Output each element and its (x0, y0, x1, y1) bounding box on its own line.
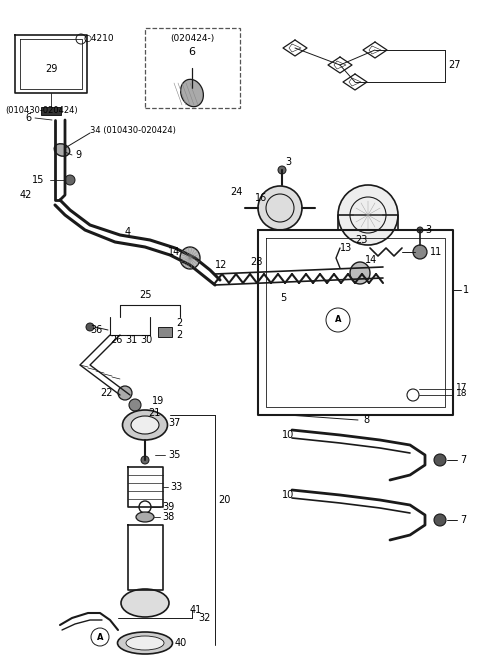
Text: (010430-020424): (010430-020424) (5, 106, 78, 115)
Text: 31: 31 (125, 335, 137, 345)
Text: 22: 22 (100, 388, 112, 398)
Circle shape (338, 185, 398, 245)
Circle shape (417, 227, 423, 233)
Text: 29: 29 (45, 64, 57, 74)
Text: 30: 30 (140, 335, 152, 345)
Text: A: A (335, 316, 341, 325)
Text: 1: 1 (463, 285, 469, 295)
Text: 10: 10 (282, 490, 294, 500)
Text: 28: 28 (250, 257, 263, 267)
Circle shape (129, 399, 141, 411)
Text: 40: 40 (175, 638, 187, 648)
Text: 9: 9 (75, 150, 81, 160)
Ellipse shape (121, 589, 169, 617)
Circle shape (65, 175, 75, 185)
Ellipse shape (122, 410, 168, 440)
Text: 2: 2 (176, 318, 182, 328)
Text: 26: 26 (110, 335, 122, 345)
Bar (158, 327, 172, 337)
Circle shape (118, 386, 132, 400)
Text: 8: 8 (363, 415, 369, 425)
Text: 23: 23 (355, 235, 367, 245)
Ellipse shape (131, 416, 159, 434)
Text: 3: 3 (425, 225, 431, 235)
Text: 19: 19 (152, 396, 164, 406)
Text: 7: 7 (460, 515, 466, 525)
Text: 27: 27 (448, 60, 460, 70)
Circle shape (258, 186, 302, 230)
Text: 34 (010430-020424): 34 (010430-020424) (90, 125, 176, 134)
Text: 20: 20 (218, 495, 230, 505)
Text: 25: 25 (139, 290, 151, 300)
Text: 39: 39 (162, 502, 174, 512)
Text: 24: 24 (230, 187, 242, 197)
Circle shape (86, 323, 94, 331)
Text: 41: 41 (190, 605, 202, 615)
Ellipse shape (54, 144, 70, 156)
Ellipse shape (126, 636, 164, 650)
Text: 5: 5 (280, 293, 286, 303)
Text: 10: 10 (282, 430, 294, 440)
Ellipse shape (180, 79, 204, 107)
Bar (145, 28, 240, 108)
Text: 4: 4 (125, 227, 131, 237)
Text: 18: 18 (456, 388, 468, 398)
Text: 42: 42 (20, 190, 32, 200)
Text: 16: 16 (255, 193, 267, 203)
Text: 38: 38 (162, 512, 174, 522)
Ellipse shape (118, 632, 172, 654)
Text: 21: 21 (148, 408, 160, 418)
Text: 15: 15 (32, 175, 44, 185)
Text: 37: 37 (168, 418, 180, 428)
Text: 7: 7 (460, 455, 466, 465)
Text: 6: 6 (189, 47, 195, 57)
Text: (020424-): (020424-) (170, 33, 214, 43)
Text: 36: 36 (90, 325, 102, 335)
Text: 11: 11 (430, 247, 442, 257)
Ellipse shape (180, 247, 200, 269)
Text: 35: 35 (168, 450, 180, 460)
Ellipse shape (136, 512, 154, 522)
Circle shape (278, 166, 286, 174)
Text: A: A (97, 632, 103, 642)
Text: 3: 3 (285, 157, 291, 167)
Text: 2: 2 (176, 330, 182, 340)
Text: 14: 14 (365, 255, 377, 265)
Text: 12: 12 (215, 260, 228, 270)
Circle shape (413, 245, 427, 259)
Text: 17: 17 (456, 382, 468, 392)
Bar (41, 107, 61, 115)
Text: 14: 14 (168, 247, 180, 257)
Text: 6: 6 (25, 113, 31, 123)
Ellipse shape (350, 262, 370, 284)
Circle shape (434, 514, 446, 526)
Text: 33: 33 (170, 482, 182, 492)
Text: 13: 13 (340, 243, 352, 253)
Text: 32: 32 (198, 613, 210, 623)
Circle shape (434, 454, 446, 466)
Text: ○4210: ○4210 (83, 35, 114, 43)
Circle shape (141, 456, 149, 464)
